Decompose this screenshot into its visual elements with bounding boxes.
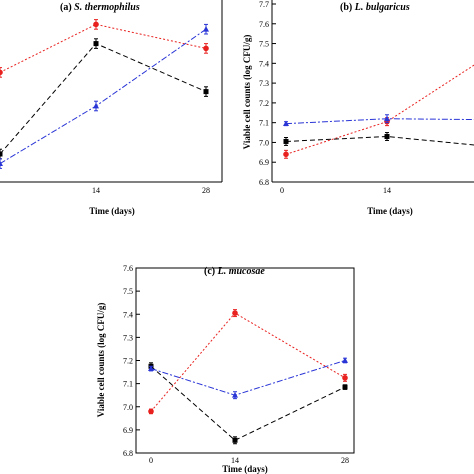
ytick-label: 7.4 — [123, 310, 133, 319]
panel-a-title: (a) S. thermophilus — [60, 2, 140, 13]
panel-c-xtick-0: 0 — [149, 456, 153, 465]
data-point-circle — [148, 408, 154, 415]
panel-a-axes — [0, 0, 223, 183]
ytick-label: 7.0 — [259, 138, 269, 147]
panel-c-yticks: 6.8 6.9 7.0 7.1 7.2 7.3 7.4 7.5 7.6 — [123, 264, 140, 458]
panel-c-xlabel: Time (days) — [222, 464, 268, 474]
panel-a-xtick-28: 28 — [202, 186, 210, 195]
panel-b-marks — [283, 64, 474, 159]
panel-b: (b) L. bulgaricus 6.8 6.9 7.0 7.1 7.2 7.3 7.4 7… — [242, 0, 474, 216]
panel-c-ylabel: Viable cell counts (log CFU/g) — [96, 303, 106, 418]
panel-c-title: (c) L. mucosae — [204, 266, 265, 277]
ytick-label: 7.5 — [259, 40, 269, 49]
panel-c: (c) L. mucosae 6.8 6.9 7.0 7.1 7.2 7.3 7.4 7.5 7… — [96, 264, 355, 474]
data-point-square — [0, 151, 3, 157]
data-point-square — [232, 437, 238, 443]
data-point-triangle — [0, 160, 3, 166]
panel-c-marks — [148, 309, 348, 445]
series-line — [285, 136, 474, 146]
ytick-label: 7.6 — [123, 264, 133, 273]
series-line — [285, 118, 474, 125]
ytick-label: 7.7 — [259, 0, 269, 9]
series-line — [150, 312, 346, 412]
data-point-circle — [203, 45, 209, 52]
data-point-circle — [93, 21, 99, 28]
data-point-triangle — [148, 365, 154, 371]
data-point-circle — [0, 69, 3, 76]
data-point-square — [203, 89, 209, 95]
ytick-label: 7.2 — [123, 357, 133, 366]
data-point-circle — [232, 310, 238, 316]
series-line — [0, 23, 207, 73]
ytick-label: 7.4 — [259, 59, 269, 68]
data-point-square — [93, 41, 99, 47]
panel-a: (a) S. thermophilus 14 28 Time (days) — [0, 0, 223, 216]
ytick-label: 7.1 — [259, 119, 269, 128]
ytick-label: 7.6 — [259, 20, 269, 29]
panel-c-axes — [135, 267, 355, 454]
panel-b-xlabel: Time (days) — [367, 206, 413, 216]
ytick-label: 7.3 — [123, 333, 133, 342]
plot-area — [0, 19, 209, 169]
data-point-triangle — [342, 357, 348, 363]
plot-area — [148, 309, 348, 445]
data-point-triangle — [232, 391, 238, 398]
panel-b-title: (b) L. bulgaricus — [340, 2, 410, 13]
data-point-square — [342, 384, 348, 390]
panel-a-xlabel: Time (days) — [89, 206, 135, 216]
series-line — [150, 365, 346, 441]
ytick-label: 6.8 — [259, 178, 269, 187]
data-point-triangle — [93, 102, 99, 109]
panel-a-marks — [0, 19, 209, 169]
ytick-label: 6.9 — [123, 426, 133, 435]
panel-b-ylabel: Viable cell counts (log CFU/g) — [242, 35, 252, 150]
data-point-circle — [283, 151, 289, 158]
panel-a-xtick-14: 14 — [92, 186, 100, 195]
data-point-triangle — [203, 26, 209, 32]
ytick-label: 6.9 — [259, 158, 269, 167]
series-line — [285, 64, 474, 155]
ytick-label: 7.5 — [123, 287, 133, 296]
data-point-triangle — [384, 115, 390, 122]
ytick-label: 7.3 — [259, 79, 269, 88]
ytick-label: 6.8 — [123, 449, 133, 458]
series-line — [0, 28, 207, 165]
panel-b-yticks: 6.8 6.9 7.0 7.1 7.2 7.3 7.4 7.5 7.6 7.7 — [259, 0, 276, 187]
panel-c-xtick-28: 28 — [341, 456, 349, 465]
data-point-square — [283, 138, 289, 144]
plot-area — [283, 64, 474, 159]
panel-b-xtick-0: 0 — [280, 186, 284, 195]
data-point-square — [384, 134, 390, 140]
series-line — [0, 42, 207, 155]
panel-b-xtick-14: 14 — [383, 186, 391, 195]
ytick-label: 7.0 — [123, 403, 133, 412]
panel-b-axes — [271, 0, 474, 183]
ytick-label: 7.1 — [123, 380, 133, 389]
panel-c-xtick-14: 14 — [231, 456, 239, 465]
data-point-triangle — [283, 120, 289, 127]
ytick-label: 7.2 — [259, 99, 269, 108]
data-point-circle — [342, 375, 348, 381]
